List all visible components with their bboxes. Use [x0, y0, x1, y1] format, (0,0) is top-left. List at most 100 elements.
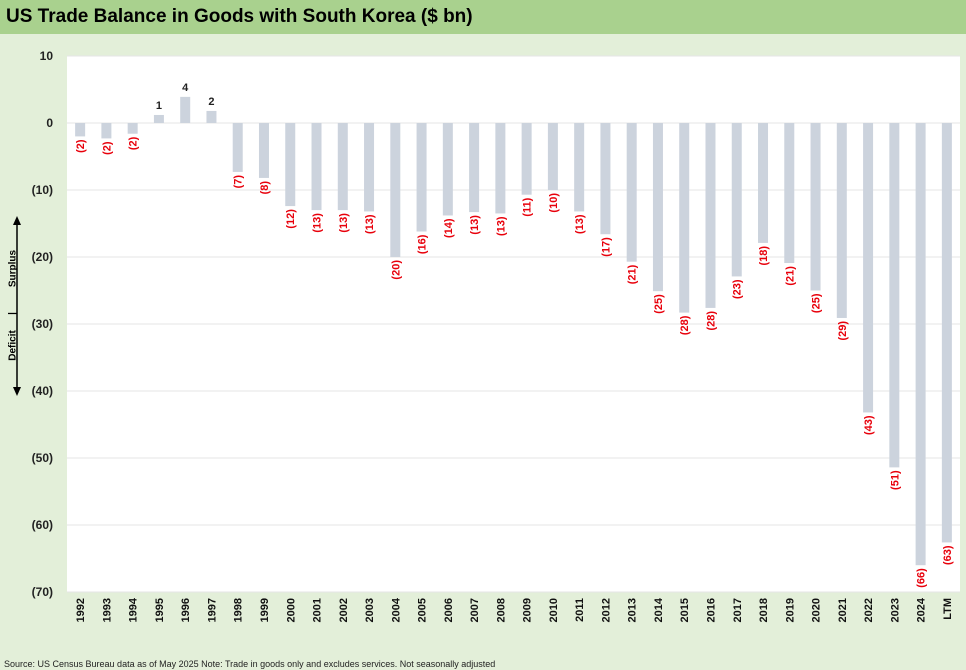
data-label: (13)	[469, 215, 481, 235]
bar	[311, 123, 322, 211]
x-tick-label: 2013	[627, 598, 639, 622]
x-tick-label: 2018	[758, 598, 770, 622]
x-tick-label: 2007	[469, 598, 481, 622]
x-tick-label: 1999	[259, 598, 271, 622]
x-tick-label: 2023	[889, 598, 901, 622]
x-tick-label: 1993	[101, 598, 113, 622]
chart-title: US Trade Balance in Goods with South Kor…	[6, 6, 473, 27]
data-label: 1	[156, 100, 162, 112]
y-tick-label: (70)	[32, 585, 53, 599]
x-tick-label: 2011	[574, 598, 586, 622]
bar	[390, 123, 401, 257]
y-tick-label: (50)	[32, 451, 53, 465]
data-label: (2)	[75, 139, 87, 153]
bar	[547, 123, 558, 190]
y-tick-label: (20)	[32, 250, 53, 264]
title-bar: US Trade Balance in Goods with South Kor…	[0, 0, 966, 34]
y-tick-label: (60)	[32, 518, 53, 532]
bar	[784, 123, 795, 264]
data-label: (29)	[837, 321, 849, 341]
bar	[416, 123, 427, 232]
x-tick-label: 1997	[206, 598, 218, 622]
data-label: (25)	[653, 294, 665, 314]
x-tick-label: 1998	[233, 598, 245, 622]
bar	[574, 123, 585, 212]
bar	[101, 123, 112, 139]
data-label: (11)	[522, 197, 534, 216]
bar	[206, 110, 217, 123]
x-tick-label: 2022	[863, 598, 875, 622]
arrow-down-icon	[13, 387, 21, 396]
x-tick-label: 2009	[522, 598, 534, 622]
x-tick-label: 2017	[732, 598, 744, 622]
bar	[915, 123, 926, 566]
data-label: (2)	[128, 136, 140, 150]
bar	[337, 123, 348, 211]
data-label: (25)	[811, 293, 823, 313]
bar	[705, 123, 716, 308]
y-tick-label: 10	[40, 49, 54, 63]
bar	[180, 96, 191, 123]
bar	[258, 123, 269, 178]
data-label: (14)	[443, 218, 455, 238]
x-tick-label: 2005	[417, 598, 429, 622]
x-tick-label: 2024	[916, 597, 928, 622]
x-tick-label: 2020	[811, 598, 823, 622]
bar	[364, 123, 375, 212]
bar	[731, 123, 742, 277]
data-label: (21)	[627, 264, 639, 284]
x-tick-label: 2021	[837, 598, 849, 622]
arrow-up-icon	[13, 216, 21, 225]
bar	[810, 123, 821, 291]
data-label: (13)	[574, 214, 586, 234]
x-tick-label: 2010	[548, 598, 560, 622]
surplus-label: Surplus	[7, 249, 19, 288]
data-label: (13)	[338, 213, 350, 233]
data-label: (12)	[285, 209, 297, 229]
data-label: (43)	[863, 415, 875, 435]
bar	[127, 123, 138, 134]
y-tick-label: (30)	[32, 317, 53, 331]
data-label: (16)	[417, 234, 429, 254]
deficit-label: Deficit	[7, 330, 19, 361]
x-tick-label: 2014	[653, 597, 665, 622]
x-tick-label: 2015	[679, 598, 691, 622]
bar	[758, 123, 769, 243]
data-label: (7)	[233, 175, 245, 189]
bar	[889, 123, 900, 468]
x-tick-label: LTM	[942, 598, 954, 620]
bar	[442, 123, 453, 216]
bar	[521, 123, 532, 195]
data-label: (28)	[679, 315, 691, 335]
data-label: 4	[182, 82, 189, 94]
data-label: (13)	[364, 214, 376, 234]
bar	[863, 123, 874, 413]
x-tick-label: 2008	[495, 598, 507, 622]
bar	[652, 123, 663, 292]
data-label: (21)	[784, 266, 796, 286]
x-tick-label: 1994	[128, 597, 140, 622]
x-tick-label: 2002	[338, 598, 350, 622]
x-tick-label: 2003	[364, 598, 376, 622]
x-tick-label: 2016	[705, 598, 717, 622]
x-tick-label: 1995	[154, 598, 166, 622]
bar	[679, 123, 690, 313]
bar	[153, 114, 164, 123]
data-label: (20)	[390, 260, 402, 280]
data-label: (51)	[889, 470, 901, 490]
data-label: (28)	[705, 311, 717, 331]
x-tick-label: 2004	[390, 597, 402, 622]
data-label: (23)	[732, 279, 744, 299]
bar	[75, 123, 86, 137]
bar	[285, 123, 296, 207]
bar	[941, 123, 952, 543]
data-label: (18)	[758, 246, 770, 266]
bar	[600, 123, 611, 235]
y-tick-label: (10)	[32, 183, 53, 197]
bar	[469, 123, 480, 213]
x-tick-label: 1992	[75, 598, 87, 622]
y-tick-label: (40)	[32, 384, 53, 398]
source-note: Source: US Census Bureau data as of May …	[4, 659, 496, 669]
data-label: (13)	[312, 213, 324, 233]
